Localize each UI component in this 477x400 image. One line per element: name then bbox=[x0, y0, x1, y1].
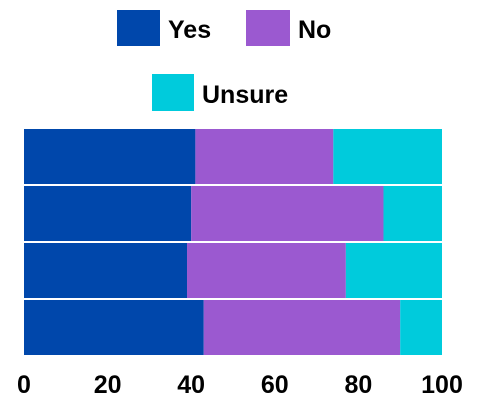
bar-yes-row-3 bbox=[24, 243, 188, 298]
legend-label-unsure: Unsure bbox=[202, 81, 288, 109]
bar-unsure-row-4 bbox=[400, 300, 442, 355]
bar-yes-row-2 bbox=[24, 186, 192, 241]
bar-yes-row-1 bbox=[24, 129, 196, 184]
x-axis-tick-labels: 0 20 40 60 80 100 bbox=[17, 371, 463, 399]
x-tick-label-60: 60 bbox=[261, 371, 289, 399]
bar-yes-row-4 bbox=[24, 300, 204, 355]
x-tick-label-100: 100 bbox=[421, 371, 463, 399]
x-tick-label-0: 0 bbox=[17, 371, 31, 399]
x-tick-label-40: 40 bbox=[177, 371, 205, 399]
legend-swatch-unsure bbox=[152, 74, 194, 111]
bar-no-row-2 bbox=[191, 186, 384, 241]
legend: Yes No Unsure bbox=[117, 10, 331, 111]
legend-swatch-no bbox=[246, 10, 290, 46]
x-tick-label-20: 20 bbox=[94, 371, 122, 399]
bars-group bbox=[24, 129, 442, 355]
legend-label-yes: Yes bbox=[168, 16, 211, 44]
legend-swatch-yes bbox=[117, 10, 160, 46]
bar-no-row-4 bbox=[203, 300, 401, 355]
bar-unsure-row-3 bbox=[345, 243, 442, 298]
bar-no-row-1 bbox=[195, 129, 334, 184]
bar-unsure-row-1 bbox=[333, 129, 442, 184]
x-tick-label-80: 80 bbox=[344, 371, 372, 399]
bar-no-row-3 bbox=[187, 243, 346, 298]
legend-label-no: No bbox=[298, 16, 331, 44]
bar-unsure-row-2 bbox=[383, 186, 442, 241]
